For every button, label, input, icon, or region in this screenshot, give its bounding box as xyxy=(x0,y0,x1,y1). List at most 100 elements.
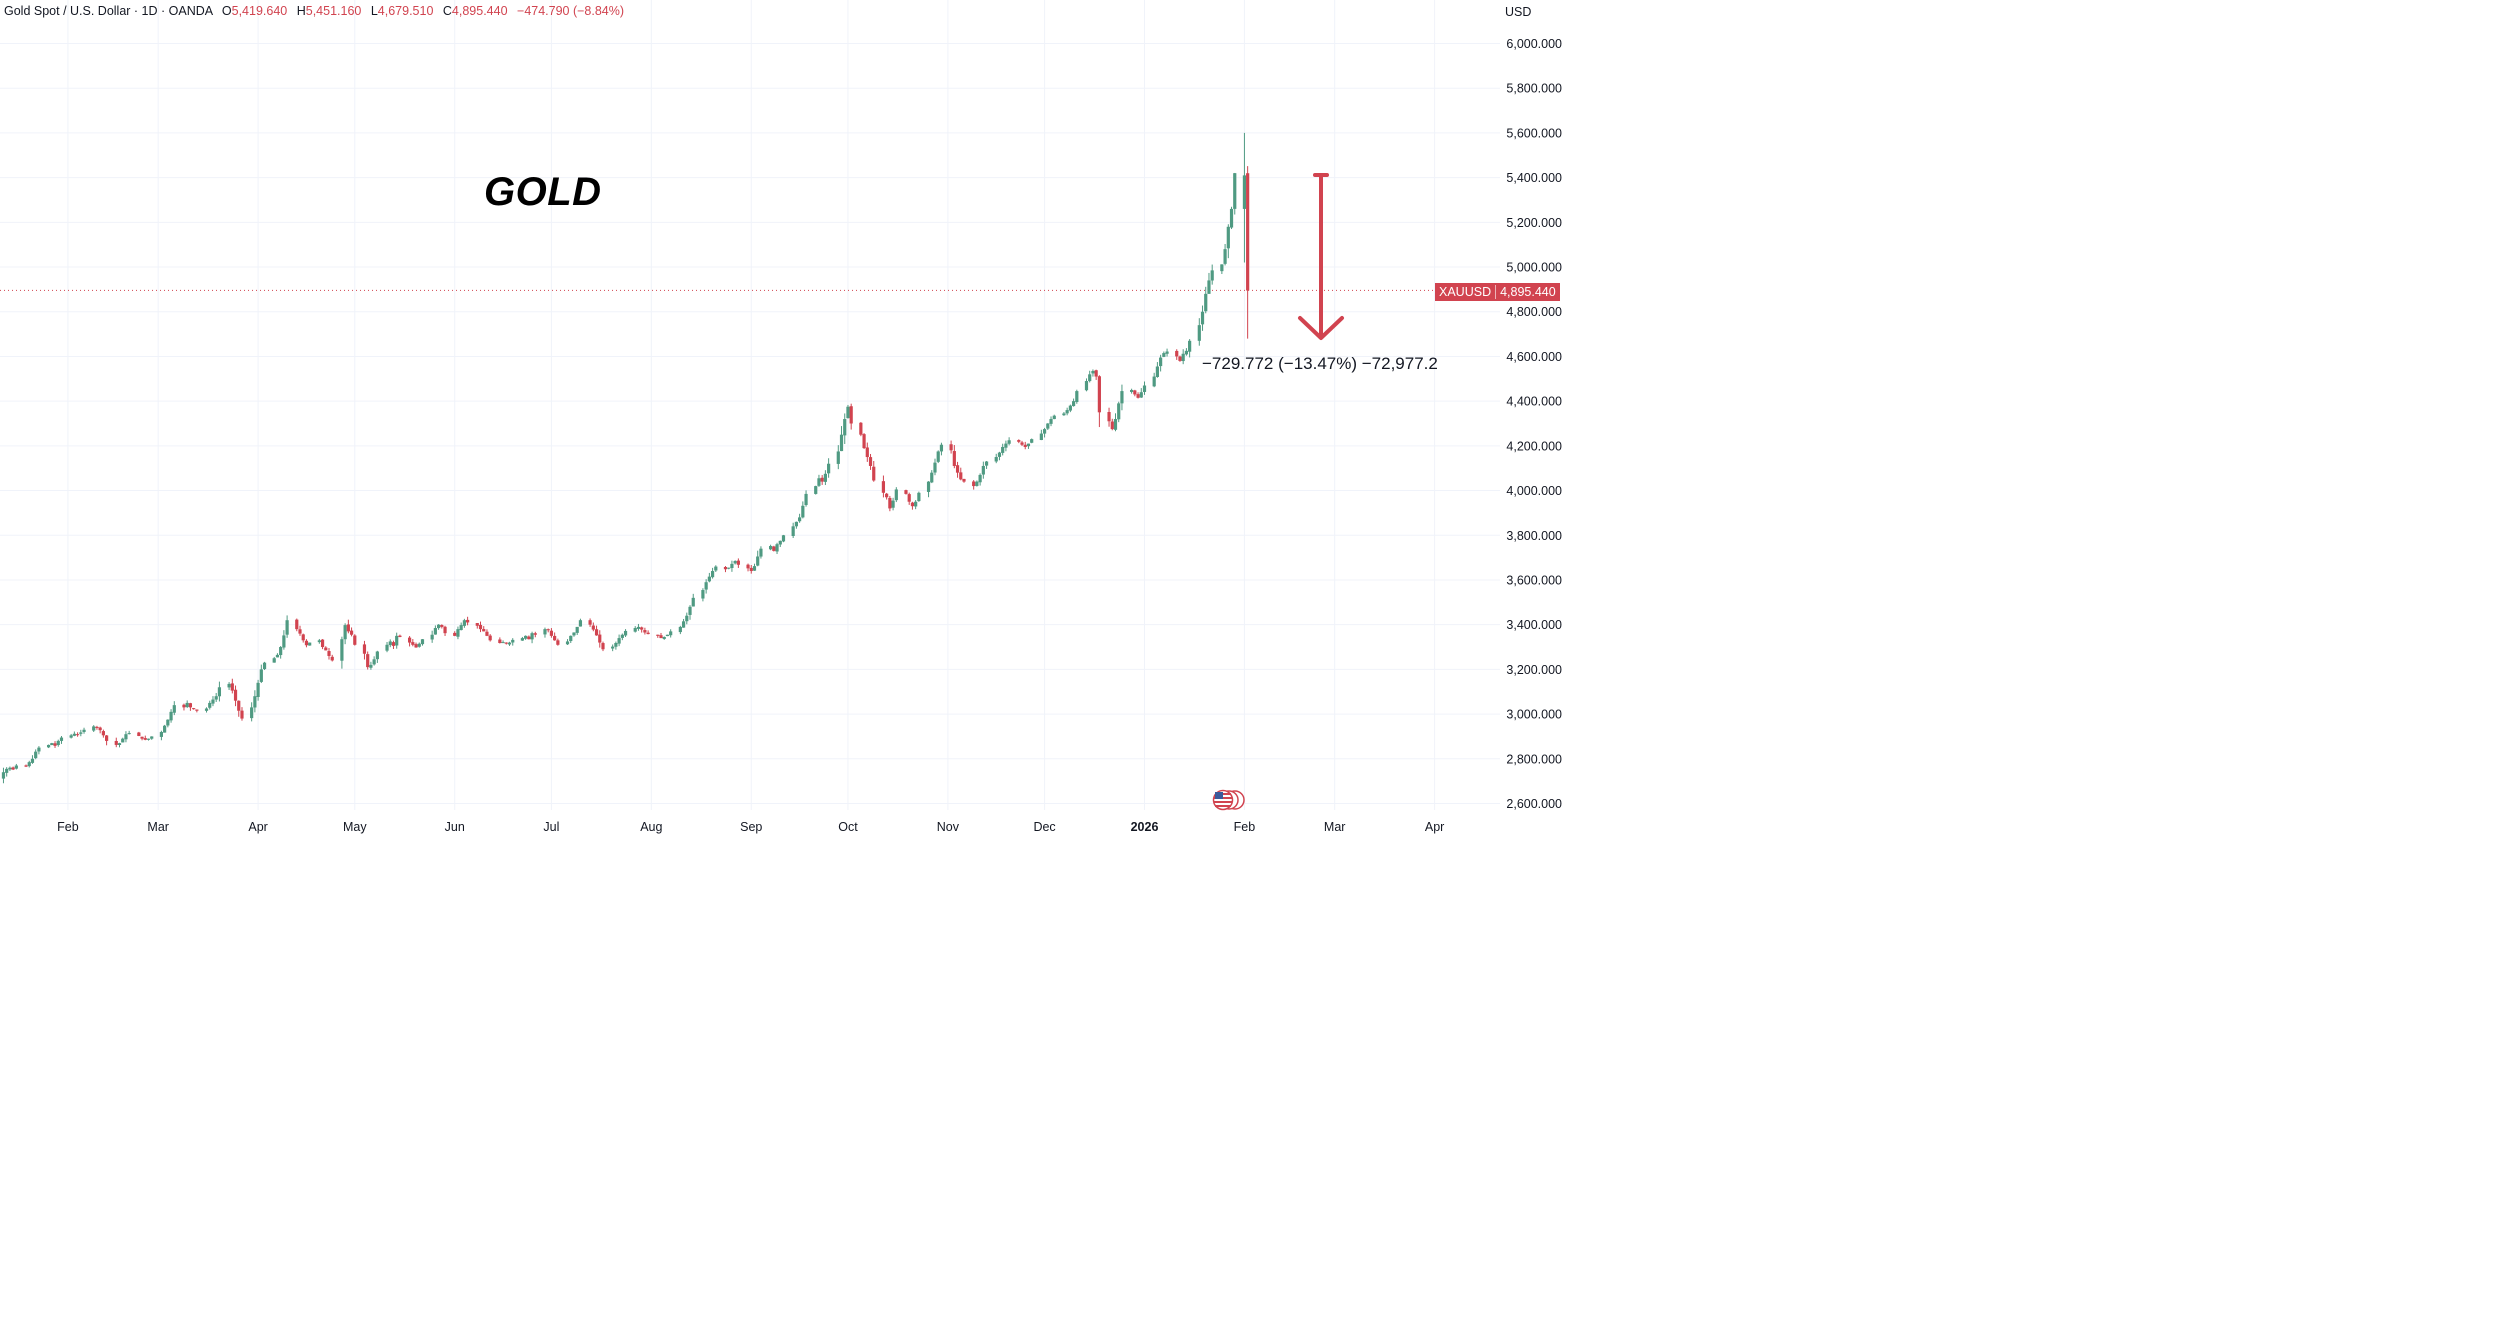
candle-down[interactable] xyxy=(95,726,99,728)
candle-up[interactable] xyxy=(633,628,637,632)
candle-up[interactable] xyxy=(420,639,425,645)
candle-down[interactable] xyxy=(362,644,367,654)
candle-up[interactable] xyxy=(827,463,831,474)
candle-up[interactable] xyxy=(79,732,83,734)
candle-up[interactable] xyxy=(894,489,898,501)
candle-up[interactable] xyxy=(891,500,895,508)
candle-up[interactable] xyxy=(669,631,673,636)
candle-up[interactable] xyxy=(997,452,1002,457)
candle-down[interactable] xyxy=(192,708,196,710)
candle-up[interactable] xyxy=(256,682,260,698)
candle-down[interactable] xyxy=(475,623,479,626)
candle-up[interactable] xyxy=(569,635,573,642)
candle-up[interactable] xyxy=(433,628,437,635)
candle-up[interactable] xyxy=(511,639,515,643)
candle-up[interactable] xyxy=(1120,391,1124,404)
candle-up[interactable] xyxy=(1001,446,1005,453)
candle-up[interactable] xyxy=(1042,429,1047,434)
candle-up[interactable] xyxy=(688,606,692,615)
candle-down[interactable] xyxy=(1107,412,1111,422)
candle-down[interactable] xyxy=(11,767,15,770)
candle-down[interactable] xyxy=(955,465,960,473)
symbol-description[interactable]: Gold Spot / U.S. Dollar · 1D · OANDA xyxy=(4,4,213,18)
candle-down[interactable] xyxy=(240,710,244,719)
candle-up[interactable] xyxy=(385,644,389,651)
candle-down[interactable] xyxy=(868,457,873,466)
candle-up[interactable] xyxy=(185,702,189,707)
candle-up[interactable] xyxy=(939,444,944,452)
candle-up[interactable] xyxy=(930,472,934,483)
candle-up[interactable] xyxy=(623,630,628,636)
candle-up[interactable] xyxy=(285,620,289,635)
candle-down[interactable] xyxy=(1246,173,1250,291)
candle-down[interactable] xyxy=(101,731,105,736)
candle-up[interactable] xyxy=(994,457,998,462)
candle-up[interactable] xyxy=(572,632,576,636)
candle-up[interactable] xyxy=(781,535,786,542)
candle-up[interactable] xyxy=(1117,403,1121,420)
candle-down[interactable] xyxy=(862,434,866,449)
candle-up[interactable] xyxy=(459,625,463,631)
candle-down[interactable] xyxy=(466,619,470,623)
candle-up[interactable] xyxy=(1159,357,1163,367)
candle-up[interactable] xyxy=(5,768,9,773)
candle-down[interactable] xyxy=(601,643,605,650)
candle-up[interactable] xyxy=(169,711,173,721)
candle-up[interactable] xyxy=(1204,293,1208,312)
candle-down[interactable] xyxy=(414,644,418,648)
candle-up[interactable] xyxy=(1181,353,1185,362)
candle-up[interactable] xyxy=(804,493,808,506)
candle-down[interactable] xyxy=(527,636,531,640)
candle-up[interactable] xyxy=(1113,419,1118,430)
candle-down[interactable] xyxy=(556,640,560,645)
candle-up[interactable] xyxy=(37,747,41,752)
candle-up[interactable] xyxy=(1026,443,1031,447)
candle-up[interactable] xyxy=(172,705,176,713)
candle-down[interactable] xyxy=(1178,356,1182,361)
candle-down[interactable] xyxy=(959,472,963,480)
candle-up[interactable] xyxy=(1049,419,1053,424)
x-axis[interactable]: Feb Mar Apr May Jun Jul Aug Sep Oct Nov Dec 2026 Feb… xyxy=(57,820,1444,834)
candle-down[interactable] xyxy=(723,567,728,570)
candle-up[interactable] xyxy=(775,544,779,552)
candle-up[interactable] xyxy=(417,643,421,647)
candle-down[interactable] xyxy=(498,639,502,644)
candle-down[interactable] xyxy=(772,546,776,551)
candle-down[interactable] xyxy=(594,629,599,636)
candle-up[interactable] xyxy=(1091,370,1095,374)
candle-down[interactable] xyxy=(1017,440,1021,442)
candle-up[interactable] xyxy=(369,664,373,668)
candle-up[interactable] xyxy=(1004,443,1008,448)
candle-down[interactable] xyxy=(140,736,144,739)
candle-down[interactable] xyxy=(643,630,647,633)
candle-down[interactable] xyxy=(549,630,554,636)
candle-up[interactable] xyxy=(691,597,695,607)
candle-down[interactable] xyxy=(1023,444,1027,447)
candle-up[interactable] xyxy=(678,626,682,633)
candle-up[interactable] xyxy=(375,651,379,660)
candle-up[interactable] xyxy=(565,641,570,645)
candle-up[interactable] xyxy=(710,571,715,578)
candle-up[interactable] xyxy=(801,505,805,518)
candle-down[interactable] xyxy=(907,494,911,502)
candle-down[interactable] xyxy=(440,625,444,627)
candle-up[interactable] xyxy=(204,708,209,711)
candle-up[interactable] xyxy=(227,683,231,688)
candle-up[interactable] xyxy=(817,478,821,486)
candle-up[interactable] xyxy=(665,634,670,637)
candle-up[interactable] xyxy=(340,639,344,661)
candle-up[interactable] xyxy=(124,734,128,740)
candle-up[interactable] xyxy=(1152,376,1156,387)
candle-down[interactable] xyxy=(591,625,595,630)
candle-up[interactable] xyxy=(72,733,76,736)
candle-down[interactable] xyxy=(656,634,660,636)
candle-up[interactable] xyxy=(437,624,441,629)
candle-up[interactable] xyxy=(520,638,525,641)
candle-down[interactable] xyxy=(301,634,305,641)
candle-down[interactable] xyxy=(1175,350,1179,357)
candle-up[interactable] xyxy=(681,621,686,628)
candle-down[interactable] xyxy=(24,765,28,767)
candle-up[interactable] xyxy=(395,635,399,646)
candle-down[interactable] xyxy=(398,635,402,637)
candle-up[interactable] xyxy=(530,633,534,640)
